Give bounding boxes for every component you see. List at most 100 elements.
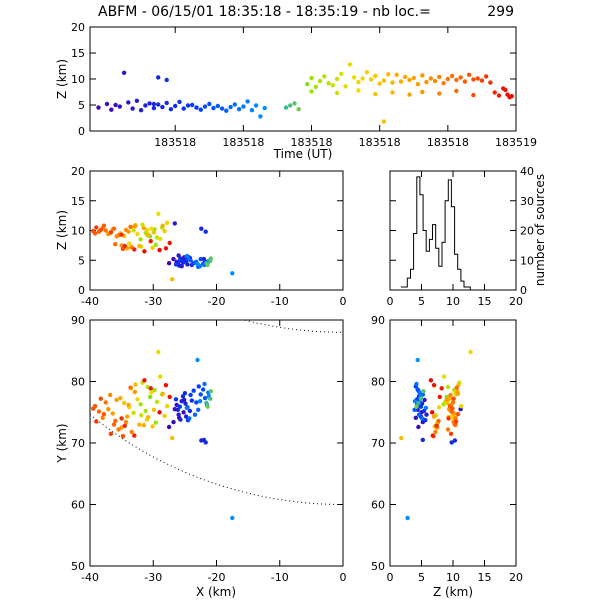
time-height-point (194, 105, 199, 110)
plan-view-point (192, 412, 198, 417)
z-y-point (459, 403, 464, 409)
plan-view-point (177, 404, 182, 409)
x-z-point (127, 241, 132, 246)
plan-view-point (123, 419, 129, 425)
time-height-point (407, 77, 412, 83)
z-y-point (433, 429, 438, 435)
z-y-point (453, 415, 458, 420)
x-z-point (163, 246, 169, 251)
z-y-point (399, 435, 404, 441)
time-height-point (471, 77, 476, 82)
x-z-point (170, 277, 175, 282)
plan-view-point (110, 411, 116, 416)
plan-view-point (191, 388, 196, 393)
time-height-point (381, 119, 387, 124)
time-height-point (113, 102, 118, 108)
x-z-point (132, 224, 138, 229)
plan-view-point (131, 410, 136, 416)
z-y-point (416, 400, 421, 406)
z-y-point (421, 389, 426, 394)
x-tick-label: -40 (81, 571, 99, 584)
x-z-point (203, 229, 208, 234)
time-height-point (309, 75, 314, 81)
time-height-point (164, 100, 169, 106)
y-tick-label: 60 (71, 499, 85, 512)
time-height-point (475, 76, 480, 81)
plan-view-point (205, 404, 210, 409)
plan-view-point (201, 437, 207, 443)
time-height-point (458, 75, 463, 80)
z-y-xlabel: Z (km) (433, 585, 473, 599)
plan-view-point (120, 434, 126, 439)
time-height-point (177, 99, 182, 105)
x-tick-label: 20 (509, 571, 523, 584)
time-height-panel: 183518 183518 183518 183518 183518 183519 0 5 10… (55, 21, 537, 161)
x-z-point (158, 236, 163, 241)
time-height-point (211, 105, 216, 111)
plan-view-point (204, 400, 209, 406)
x-tick-label: 15 (478, 295, 492, 308)
time-height-point (479, 78, 485, 83)
time-height-point (138, 108, 144, 113)
plan-view-ylabel: Y (km) (55, 423, 69, 463)
y-tick-label: 60 (371, 499, 385, 512)
plan-view-point (128, 385, 133, 390)
plan-view-point (170, 435, 175, 441)
x-z-point (199, 226, 204, 231)
plan-view-point (122, 423, 128, 428)
time-height-point (347, 62, 353, 67)
plan-view-point (184, 405, 189, 411)
plan-view-point (142, 378, 147, 383)
z-y-point (434, 423, 439, 428)
y-tick-label: 50 (71, 560, 85, 573)
z-y-point (452, 438, 458, 443)
plan-view-point (187, 416, 192, 421)
time-height-point (373, 91, 378, 97)
time-height-point (147, 101, 152, 106)
x-tick-label: -40 (81, 295, 99, 308)
time-height-point (407, 92, 412, 97)
plan-view-point (157, 410, 162, 415)
plan-view-point (208, 389, 213, 394)
plan-view-point (147, 394, 153, 400)
time-height-point (415, 82, 421, 87)
plan-view-point (143, 408, 148, 414)
plan-view-point (152, 387, 157, 393)
z-y-point (424, 412, 429, 417)
plan-view-point (122, 400, 127, 406)
x-z-point (148, 239, 153, 244)
plan-view-point (154, 399, 160, 404)
plan-view-point (182, 391, 188, 396)
x-z-point (141, 225, 146, 231)
time-height-point (394, 72, 399, 78)
time-height-point (449, 73, 455, 79)
x-z-point (149, 226, 154, 231)
z-y-panel: 0 5 10 15 20 50 60 70 80 90 Z (km) (371, 314, 523, 599)
plan-view-point (158, 374, 163, 379)
plan-view-point (172, 407, 177, 412)
time-height-xlabel: Time (UT) (273, 147, 333, 161)
y-tick-label: 5 (78, 254, 85, 267)
time-height-point (228, 104, 233, 110)
time-height-point (381, 78, 387, 83)
time-height-point (104, 101, 110, 107)
y-tick-label: 70 (371, 437, 385, 450)
time-height-point (343, 84, 348, 89)
plan-view-point (160, 391, 165, 396)
plan-view-point (178, 417, 183, 422)
x-z-point (151, 230, 157, 235)
x-tick-label: 0 (387, 295, 394, 308)
time-height-ylabel: Z (km) (55, 59, 69, 99)
x-z-point (179, 264, 184, 269)
z-y-point (420, 437, 425, 443)
time-height-point (181, 106, 186, 111)
x-z-point (113, 242, 118, 247)
time-height-point (503, 87, 508, 93)
time-height-point (151, 105, 157, 111)
time-height-point (219, 106, 225, 111)
plan-view-point (146, 415, 151, 420)
time-height-point (168, 107, 174, 112)
time-height-point (507, 95, 512, 100)
plan-view-point (135, 397, 140, 402)
time-height-point (121, 70, 127, 76)
